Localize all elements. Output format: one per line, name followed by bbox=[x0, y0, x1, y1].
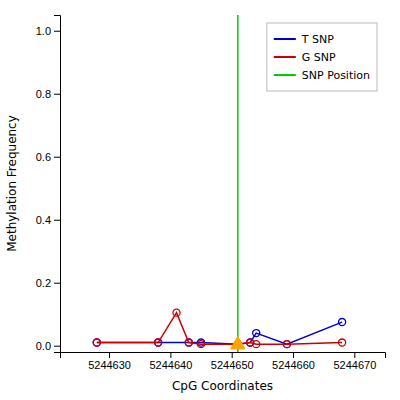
tick-label: 5244650 bbox=[211, 359, 254, 371]
legend-label: T SNP bbox=[301, 33, 334, 46]
tick-label: 5244660 bbox=[272, 359, 315, 371]
chart: 524463052446405244650524466052446700.00.… bbox=[0, 0, 400, 400]
tick-label: 1.0 bbox=[36, 25, 51, 37]
axis-line bbox=[54, 16, 61, 353]
point-marker bbox=[185, 339, 192, 346]
tick-mark bbox=[293, 352, 294, 358]
point-marker bbox=[197, 341, 204, 348]
point-marker bbox=[283, 341, 290, 348]
plot: 524463052446405244650524466052446700.00.… bbox=[36, 15, 386, 371]
tick: 0.6 bbox=[36, 151, 60, 163]
tick-label: 0.6 bbox=[36, 151, 51, 163]
point-marker bbox=[93, 339, 100, 346]
point-marker bbox=[155, 339, 162, 346]
tick: 5244640 bbox=[149, 352, 192, 371]
legend: T SNP G SNP SNP Position bbox=[267, 23, 377, 91]
series-line bbox=[97, 313, 342, 344]
tick-mark bbox=[354, 352, 355, 358]
tick-label: 0.8 bbox=[36, 88, 51, 100]
tick-label: 5244640 bbox=[149, 359, 192, 371]
tick-mark bbox=[54, 94, 60, 95]
legend-label: G SNP bbox=[302, 51, 336, 64]
x-axis: 5244630 5244640 5244650 5244660 5244670 bbox=[61, 352, 386, 371]
tick-mark bbox=[54, 283, 60, 284]
legend-box bbox=[267, 23, 377, 91]
vertical-line bbox=[237, 15, 239, 352]
point-marker bbox=[253, 330, 260, 337]
y-axis-title: Methylation Frequency bbox=[5, 115, 19, 252]
tick: 1.0 bbox=[36, 25, 60, 37]
tick: 5244670 bbox=[333, 352, 376, 371]
series-line bbox=[97, 322, 342, 344]
legend-label: SNP Position bbox=[302, 69, 370, 82]
tick-mark bbox=[232, 352, 233, 358]
tick: 5244660 bbox=[272, 352, 315, 371]
tick-mark bbox=[54, 31, 60, 32]
tick-label: 0.2 bbox=[36, 277, 51, 289]
tick-mark bbox=[54, 346, 60, 347]
tick-mark bbox=[109, 352, 110, 358]
axis-line bbox=[61, 353, 386, 359]
legend-swatch bbox=[274, 74, 296, 76]
point-marker bbox=[173, 309, 180, 316]
legend-swatch bbox=[274, 38, 296, 40]
tick: 5244630 bbox=[88, 352, 131, 371]
point-marker bbox=[339, 319, 346, 326]
tick: 0.4 bbox=[36, 214, 60, 226]
tick-mark bbox=[54, 157, 60, 158]
tick-label: 5244670 bbox=[333, 359, 376, 371]
tick: 0.2 bbox=[36, 277, 60, 289]
tick-label: 0.0 bbox=[36, 340, 51, 352]
y-axis: 0.0 0.2 0.4 0.6 0.8 1.0 bbox=[36, 16, 61, 353]
tick: 0.8 bbox=[36, 88, 60, 100]
point-marker bbox=[253, 341, 260, 348]
x-axis-title: CpG Coordinates bbox=[172, 379, 273, 393]
snp-marker bbox=[231, 336, 245, 348]
tick-mark bbox=[170, 352, 171, 358]
tick-mark bbox=[54, 220, 60, 221]
tick-label: 0.4 bbox=[36, 214, 51, 226]
tick-label: 5244630 bbox=[88, 359, 131, 371]
tick: 0.0 bbox=[36, 340, 60, 352]
tick: 5244650 bbox=[211, 352, 254, 371]
legend-swatch bbox=[274, 56, 296, 58]
point-marker bbox=[339, 339, 346, 346]
